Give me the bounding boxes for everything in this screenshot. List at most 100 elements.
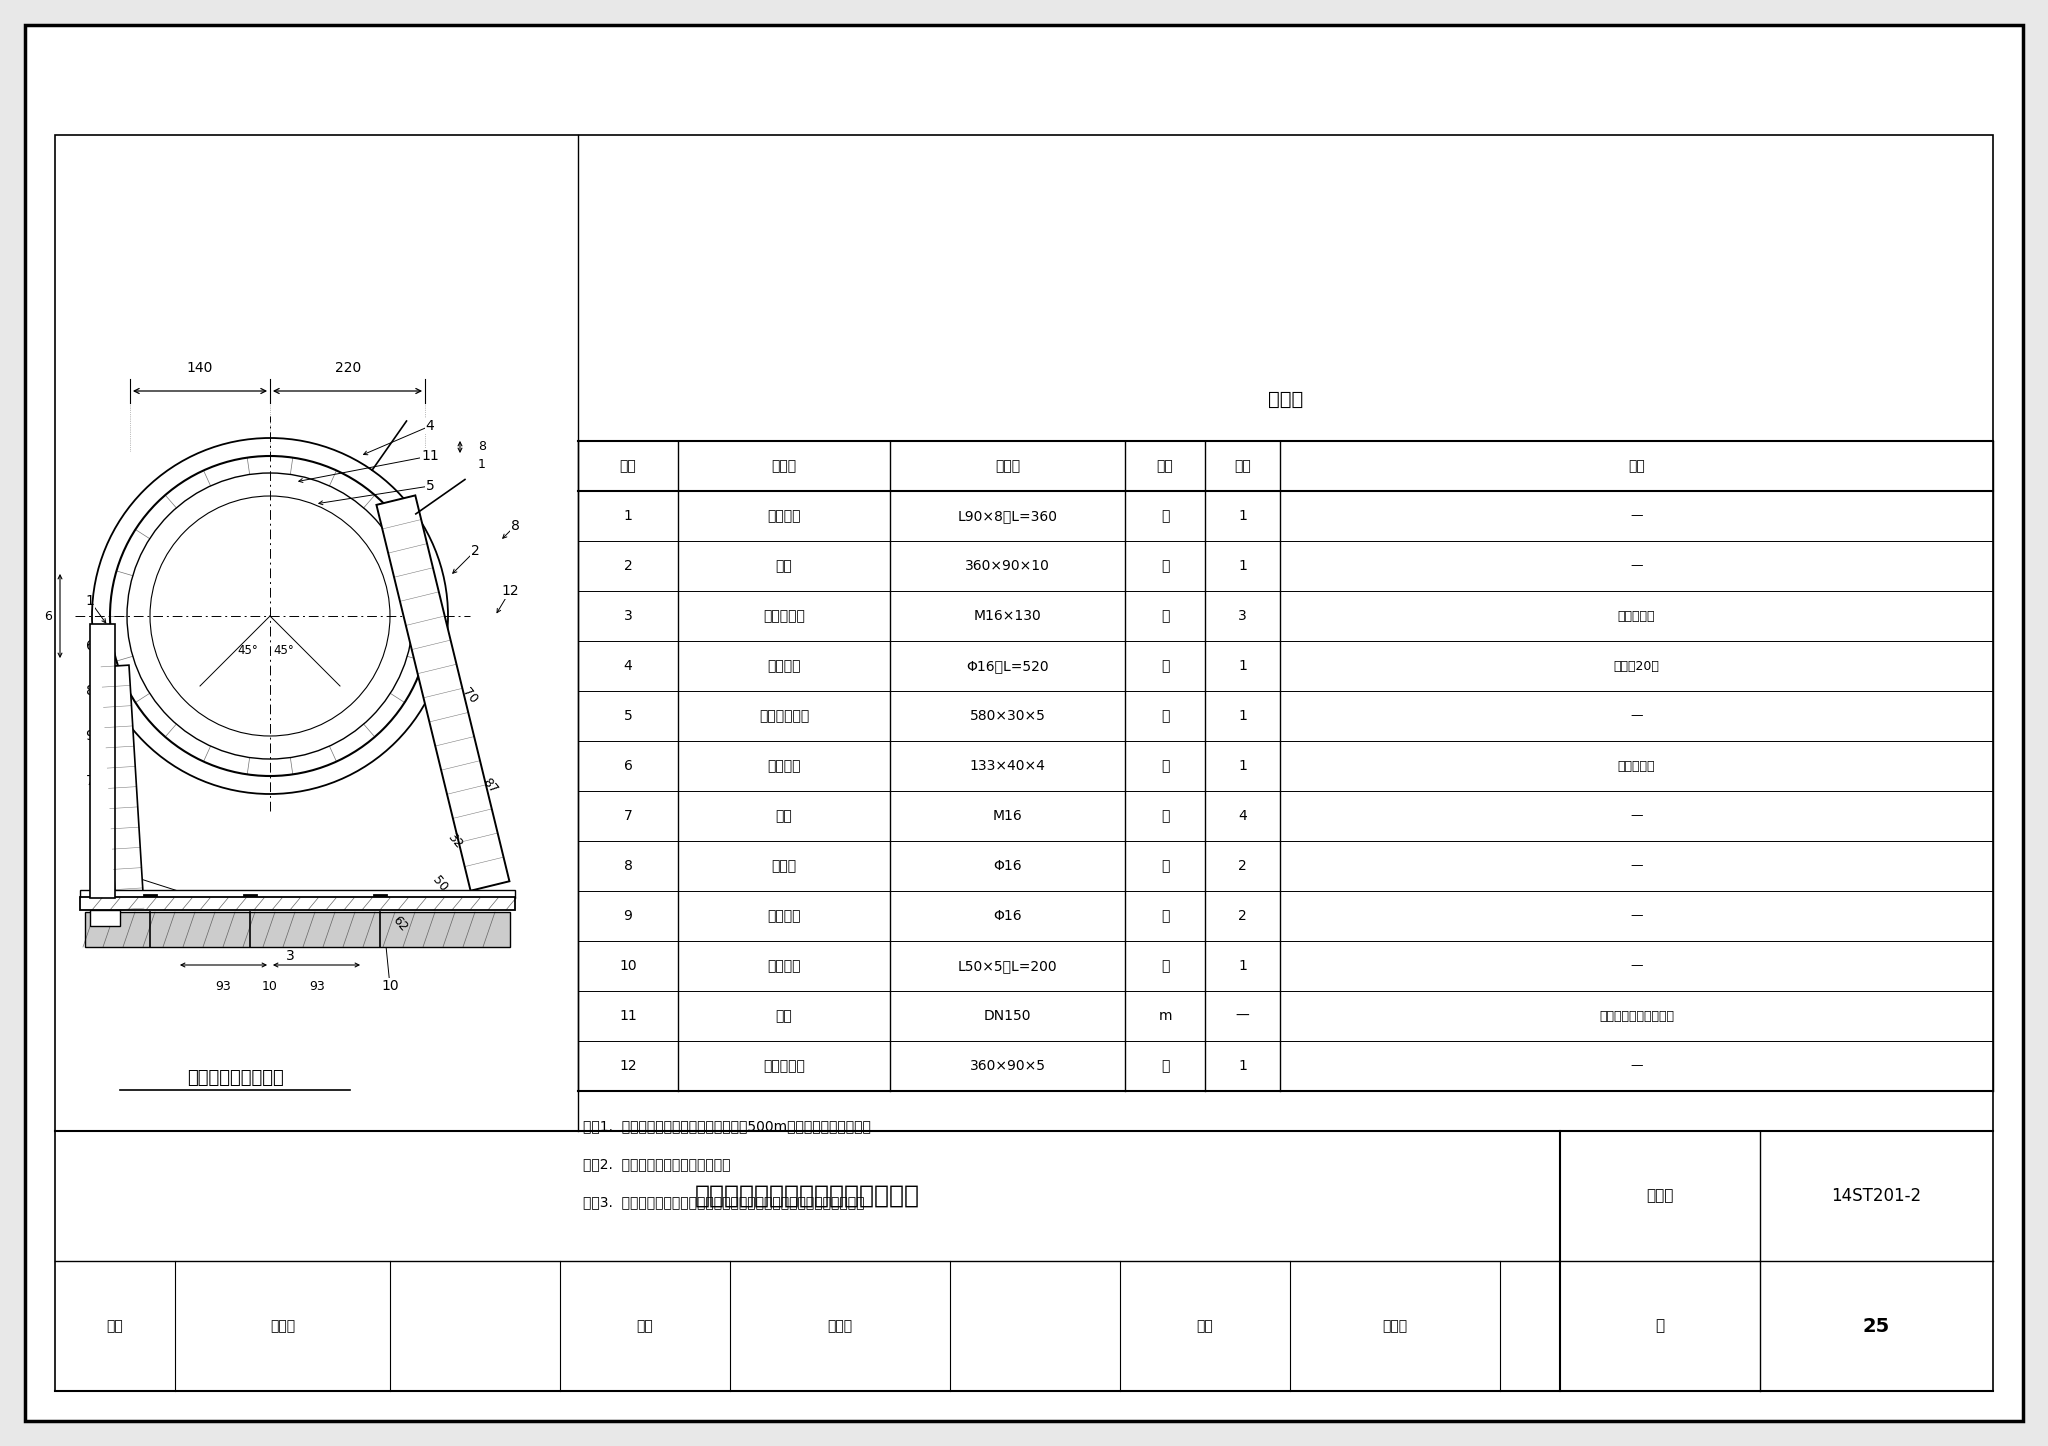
Text: 块: 块 [1161,560,1169,573]
Text: 360×90×10: 360×90×10 [965,560,1051,573]
Text: 93: 93 [215,980,231,993]
Text: 93: 93 [309,980,326,993]
Text: Φ16: Φ16 [993,859,1022,873]
Text: 数量: 数量 [1235,458,1251,473]
Text: 球墨铸铁管或镀锌钢管: 球墨铸铁管或镀锌钢管 [1599,1009,1673,1022]
Text: —: — [1630,560,1642,573]
Text: DN150: DN150 [983,1009,1032,1022]
Text: 热镀锌防腐: 热镀锌防腐 [1618,610,1655,622]
Text: 页: 页 [1655,1319,1665,1333]
Text: 区间消防管道加强型接口支架详图: 区间消防管道加强型接口支架详图 [694,1184,920,1207]
Text: 10: 10 [618,959,637,973]
Text: 10: 10 [262,980,279,993]
Text: 弹簧垫片: 弹簧垫片 [768,910,801,923]
Text: 支撑角钢: 支撑角钢 [768,509,801,523]
Text: 编号: 编号 [621,458,637,473]
Text: 580×30×5: 580×30×5 [969,709,1044,723]
Text: 4: 4 [1239,808,1247,823]
Text: 8: 8 [510,519,520,534]
Text: Φ16，L=520: Φ16，L=520 [967,659,1049,672]
Text: 3.  本图按圆形隧道绘制，其他隧道样式支架参考本图调整钢板角度。: 3. 本图按圆形隧道绘制，其他隧道样式支架参考本图调整钢板角度。 [584,1194,864,1209]
Text: 斜撑角钢: 斜撑角钢 [768,959,801,973]
Text: 2: 2 [96,859,104,873]
Text: 8: 8 [477,441,485,454]
Text: 1: 1 [1239,560,1247,573]
Text: 赵际顺: 赵际顺 [827,1319,852,1333]
Text: 2: 2 [471,544,479,558]
Text: 件: 件 [1161,959,1169,973]
Text: 1: 1 [623,509,633,523]
Text: 1: 1 [1239,709,1247,723]
Bar [55,134,1993,1391]
Polygon shape [90,625,115,898]
Text: 10: 10 [381,979,399,993]
Text: 2.  支架应在加工完成后热镀锌。: 2. 支架应在加工完成后热镀锌。 [584,1157,731,1171]
Text: 12: 12 [92,818,109,833]
Text: 张先群: 张先群 [270,1319,295,1333]
Text: 2: 2 [1239,910,1247,923]
Text: 11: 11 [618,1009,637,1022]
Text: 6: 6 [623,759,633,774]
Text: 6: 6 [86,639,94,654]
Text: 件: 件 [1161,659,1169,672]
Text: 1: 1 [1239,759,1247,774]
Text: L50×5，L=200: L50×5，L=200 [958,959,1057,973]
Text: 140: 140 [186,362,213,375]
Text: 件: 件 [1161,709,1169,723]
Text: 材料表: 材料表 [1268,389,1303,409]
Text: 7: 7 [625,808,633,823]
Text: —: — [1235,1009,1249,1022]
Polygon shape [377,496,510,891]
Text: 设计: 设计 [1196,1319,1212,1333]
Text: 注：1.  加强接口支架适用于曲线半径小于500m的隧道及管道转弯处。: 注：1. 加强接口支架适用于曲线半径小于500m的隧道及管道转弯处。 [584,1119,870,1134]
Text: 件: 件 [1161,1058,1169,1073]
Text: 个: 个 [1161,859,1169,873]
Text: 单位: 单位 [1157,458,1174,473]
Text: 橡胶绝缘垫: 橡胶绝缘垫 [764,1058,805,1073]
Text: 审核: 审核 [106,1319,123,1333]
Text: 14ST201-2: 14ST201-2 [1831,1187,1921,1205]
Text: 8: 8 [623,859,633,873]
Text: 2: 2 [625,560,633,573]
Text: 管道: 管道 [776,1009,793,1022]
Text: 钢板: 钢板 [776,560,793,573]
Text: 3: 3 [1239,609,1247,623]
Polygon shape [90,910,121,925]
Text: 详见第20页: 详见第20页 [1614,659,1659,672]
Text: 件: 件 [1161,509,1169,523]
Text: 套: 套 [1161,609,1169,623]
Text: —: — [1630,910,1642,923]
Bar [80,897,514,910]
Text: 1: 1 [477,458,485,471]
Text: M16: M16 [993,808,1022,823]
Text: —: — [1630,1060,1642,1073]
Text: 平垫片: 平垫片 [772,859,797,873]
Text: 45°: 45° [272,645,293,658]
Text: 12: 12 [502,584,518,599]
Text: Φ16: Φ16 [993,910,1022,923]
Text: 后扩底锚栓: 后扩底锚栓 [764,609,805,623]
Text: 4: 4 [426,419,434,432]
Text: 和角钢焊接: 和角钢焊接 [1618,759,1655,772]
Text: —: — [1630,810,1642,823]
Text: 个: 个 [1161,910,1169,923]
Text: 张运青: 张运青 [1382,1319,1407,1333]
Text: 11: 11 [422,450,438,463]
Text: —: — [1630,960,1642,973]
Text: 360×90×5: 360×90×5 [969,1058,1044,1073]
Text: m: m [1159,1009,1171,1022]
Text: 5: 5 [426,479,434,493]
Text: 6: 6 [45,610,51,622]
Text: 1: 1 [86,594,94,607]
Text: 2: 2 [1239,859,1247,873]
Text: L90×8，L=360: L90×8，L=360 [958,509,1057,523]
Polygon shape [100,665,143,910]
Text: 1: 1 [1239,509,1247,523]
Text: 1: 1 [1239,659,1247,672]
Text: 3: 3 [625,609,633,623]
Text: 8: 8 [86,684,94,698]
Text: 70: 70 [461,685,479,706]
Text: 12: 12 [618,1058,637,1073]
Text: 9: 9 [623,910,633,923]
Text: 圆钢管卡: 圆钢管卡 [768,659,801,672]
